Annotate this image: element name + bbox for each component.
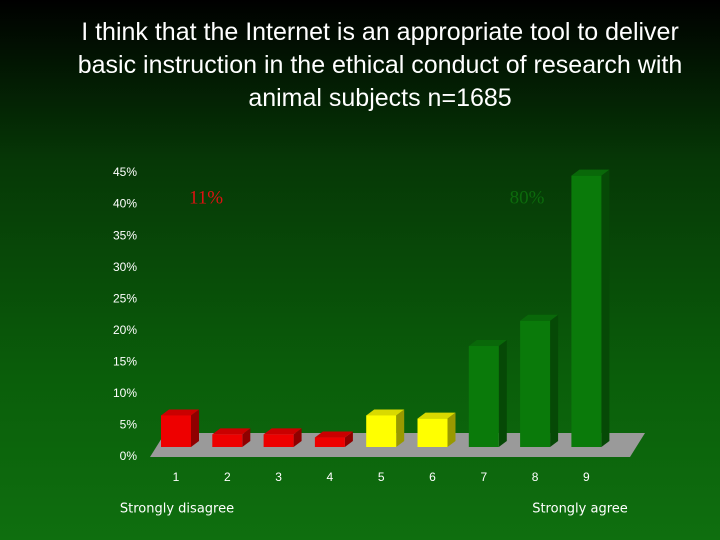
y-tick-label: 0% [120, 449, 138, 463]
bar-top [468, 340, 507, 347]
x-axis-label: Strongly disagree [120, 502, 234, 517]
bar-top [212, 428, 251, 435]
y-tick-label: 10% [113, 386, 137, 400]
x-tick-label: 3 [275, 470, 282, 484]
bar [571, 175, 602, 447]
bar-side [498, 340, 507, 447]
bar [212, 434, 243, 447]
bar-side [601, 169, 610, 447]
bar-top [520, 314, 559, 321]
bar-top [161, 409, 199, 416]
bar-side [191, 409, 199, 447]
y-tick-label: 25% [113, 291, 137, 305]
bar [417, 418, 448, 447]
x-axis-label: Strongly agree [532, 502, 628, 517]
y-tick-label: 20% [113, 323, 137, 337]
x-tick-label: 6 [429, 470, 436, 484]
x-tick-label: 8 [532, 470, 539, 484]
bar-side [396, 409, 405, 447]
x-tick-label: 4 [327, 470, 334, 484]
annotation: 80% [510, 187, 545, 208]
bar [520, 320, 551, 447]
bar [314, 437, 345, 447]
bar-top [417, 412, 456, 419]
y-tick-label: 5% [120, 418, 138, 432]
bar-side [293, 428, 302, 447]
bar-top [314, 431, 353, 438]
y-tick-label: 45% [113, 165, 137, 179]
x-tick-label: 2 [224, 470, 231, 484]
y-tick-label: 15% [113, 355, 137, 369]
bar-side [447, 412, 456, 447]
x-tick-label: 5 [378, 470, 385, 484]
bar-side [344, 431, 353, 447]
bar-top [571, 169, 610, 176]
annotation: 11% [189, 187, 223, 208]
x-tick-label: 9 [583, 470, 590, 484]
bar-top [263, 428, 302, 435]
bar-top [366, 409, 405, 416]
bar [263, 434, 294, 447]
y-tick-label: 35% [113, 228, 137, 242]
bar-side [242, 428, 251, 447]
x-tick-label: 7 [480, 470, 487, 484]
y-tick-label: 30% [113, 260, 137, 274]
y-tick-label: 40% [113, 197, 137, 211]
bar [366, 415, 397, 447]
x-tick-label: 1 [173, 470, 180, 484]
chart-title: I think that the Internet is an appropri… [77, 18, 683, 112]
bar-side [550, 314, 559, 447]
bar [161, 415, 191, 447]
bar [468, 346, 499, 447]
